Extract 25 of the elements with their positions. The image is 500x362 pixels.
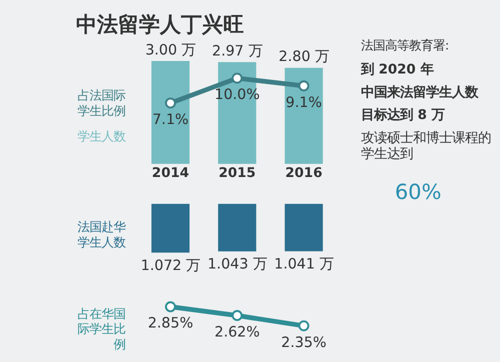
text: 占在华国际学生比例 [78,306,126,352]
x-tick-label: 2014 [152,166,190,181]
text: 法国赴华学生人数 [78,220,126,250]
data-label: 1.072 万 [140,258,200,274]
chart-title: 中法留学人丁兴旺 [76,12,244,37]
text: 攻读硕士和博士课程的学生达到 [360,131,491,162]
text: 60% [394,180,442,204]
text: 目标达到 8 万 [360,108,445,124]
text: 到 2020 年 [360,62,434,78]
data-label: 3.00 万 [145,42,196,58]
data-label: 2.62% [214,324,260,340]
data-label: 2.35% [281,334,326,351]
x-tick-label: 2016 [285,166,322,181]
text: 中国来法留学生人数 [360,85,479,100]
data-label: 1.041 万 [274,256,334,272]
text: 法国高等教育署: [360,38,450,53]
data-label: 2.80 万 [278,49,329,66]
data-label: 9.1% [286,94,322,111]
data-label: 2.85% [148,316,194,332]
data-label: 1.043 万 [207,256,267,272]
data-label: 7.1% [152,112,189,128]
text: 占法国际学生比例 [78,88,126,118]
data-label: 2.97 万 [212,43,262,60]
text: 学生人数 [78,129,126,144]
x-tick-label: 2015 [218,166,256,181]
